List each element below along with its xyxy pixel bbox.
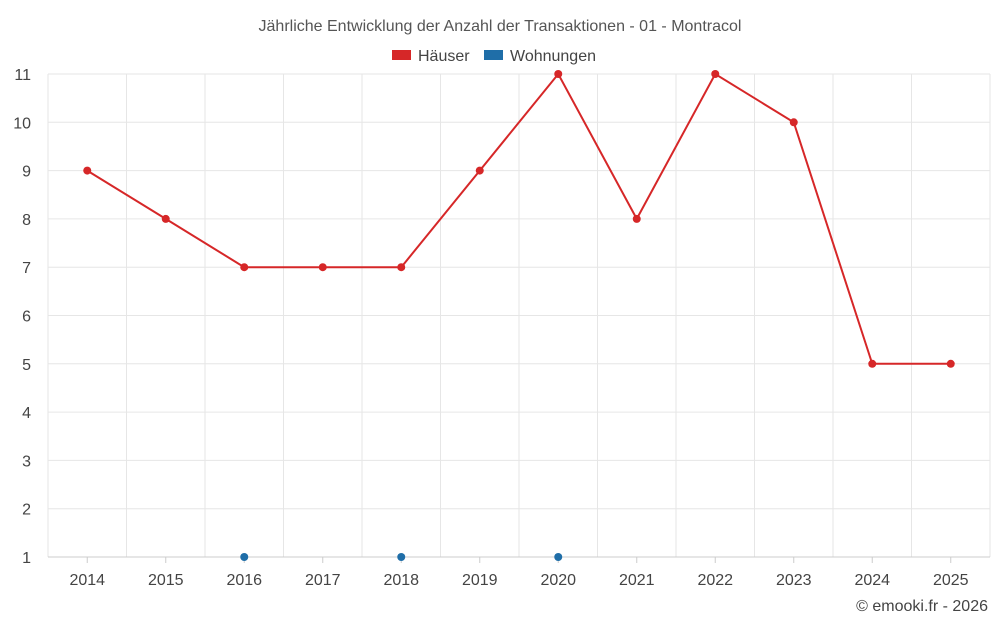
data-point[interactable] [83, 166, 92, 175]
x-tick-label: 2017 [305, 572, 341, 589]
data-point[interactable] [318, 263, 327, 272]
x-tick-label: 2019 [462, 572, 498, 589]
x-tick-label: 2015 [148, 572, 184, 589]
data-point[interactable] [161, 214, 170, 223]
y-tick-label: 1 [22, 550, 31, 567]
series [83, 70, 955, 561]
grid [47, 73, 991, 557]
data-point[interactable] [789, 118, 798, 127]
data-point[interactable] [475, 166, 484, 175]
y-tick-label: 9 [22, 164, 31, 181]
data-point[interactable] [554, 553, 563, 561]
data-point[interactable] [711, 70, 720, 78]
legend: Häuser Wohnungen [392, 48, 596, 65]
y-tick-label: 6 [22, 309, 31, 326]
axes: 1 2 3 4 5 6 7 8 9 10 11 2014 2015 2016 2017 2018 2019 202… [13, 67, 990, 589]
data-point[interactable] [240, 553, 249, 561]
chart-title: Jährliche Entwicklung der Anzahl der Tra… [259, 18, 742, 35]
y-tick-label: 7 [22, 260, 31, 277]
y-tick-label: 10 [13, 115, 31, 132]
data-point[interactable] [240, 263, 249, 272]
x-tick-label: 2024 [854, 572, 890, 589]
x-tick-label: 2023 [776, 572, 812, 589]
legend-swatch-wohnungen [484, 50, 503, 60]
x-tick-label: 2020 [540, 572, 576, 589]
data-point[interactable] [632, 214, 641, 223]
y-tick-label: 2 [22, 502, 31, 519]
data-point[interactable] [868, 359, 877, 368]
y-tick-label: 5 [22, 357, 31, 374]
x-tick-label: 2016 [226, 572, 262, 589]
x-tick-label: 2014 [69, 572, 105, 589]
data-point[interactable] [397, 263, 406, 272]
legend-label-wohnungen: Wohnungen [510, 48, 596, 65]
x-tick-label: 2018 [383, 572, 419, 589]
legend-swatch-haeuser [392, 50, 411, 60]
data-point[interactable] [397, 553, 406, 561]
credit-text: © emooki.fr - 2026 [856, 598, 988, 615]
y-tick-label: 11 [14, 67, 31, 84]
legend-item-wohnungen[interactable]: Wohnungen [484, 48, 596, 65]
x-tick-label: 2025 [933, 572, 969, 589]
data-point[interactable] [946, 359, 955, 368]
series-wohnungen [240, 553, 563, 561]
series-line [86, 72, 951, 365]
data-point[interactable] [554, 70, 563, 78]
legend-label-haeuser: Häuser [418, 48, 470, 65]
legend-item-haeuser[interactable]: Häuser [392, 48, 470, 65]
y-tick-label: 8 [22, 212, 31, 229]
y-tick-label: 3 [22, 453, 31, 470]
series-haeuser [83, 70, 955, 368]
y-tick-label: 4 [22, 405, 31, 422]
x-tick-label: 2022 [697, 572, 733, 589]
x-tick-label: 2021 [619, 572, 655, 589]
